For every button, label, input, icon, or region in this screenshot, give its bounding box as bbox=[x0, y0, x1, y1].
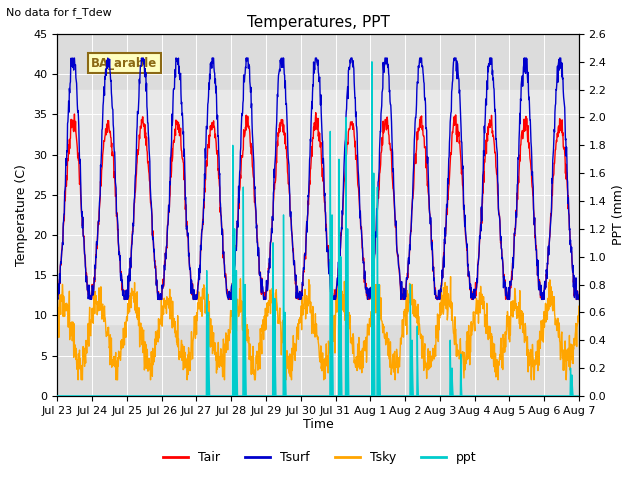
Y-axis label: Temperature (C): Temperature (C) bbox=[15, 164, 28, 266]
Y-axis label: PPT (mm): PPT (mm) bbox=[612, 184, 625, 245]
Text: BA_arable: BA_arable bbox=[92, 57, 157, 70]
Bar bbox=[58, 90, 579, 324]
Text: No data for f_Tdew: No data for f_Tdew bbox=[6, 7, 112, 18]
X-axis label: Time: Time bbox=[303, 419, 333, 432]
Legend: Tair, Tsurf, Tsky, ppt: Tair, Tsurf, Tsky, ppt bbox=[158, 446, 482, 469]
Title: Temperatures, PPT: Temperatures, PPT bbox=[246, 15, 390, 30]
